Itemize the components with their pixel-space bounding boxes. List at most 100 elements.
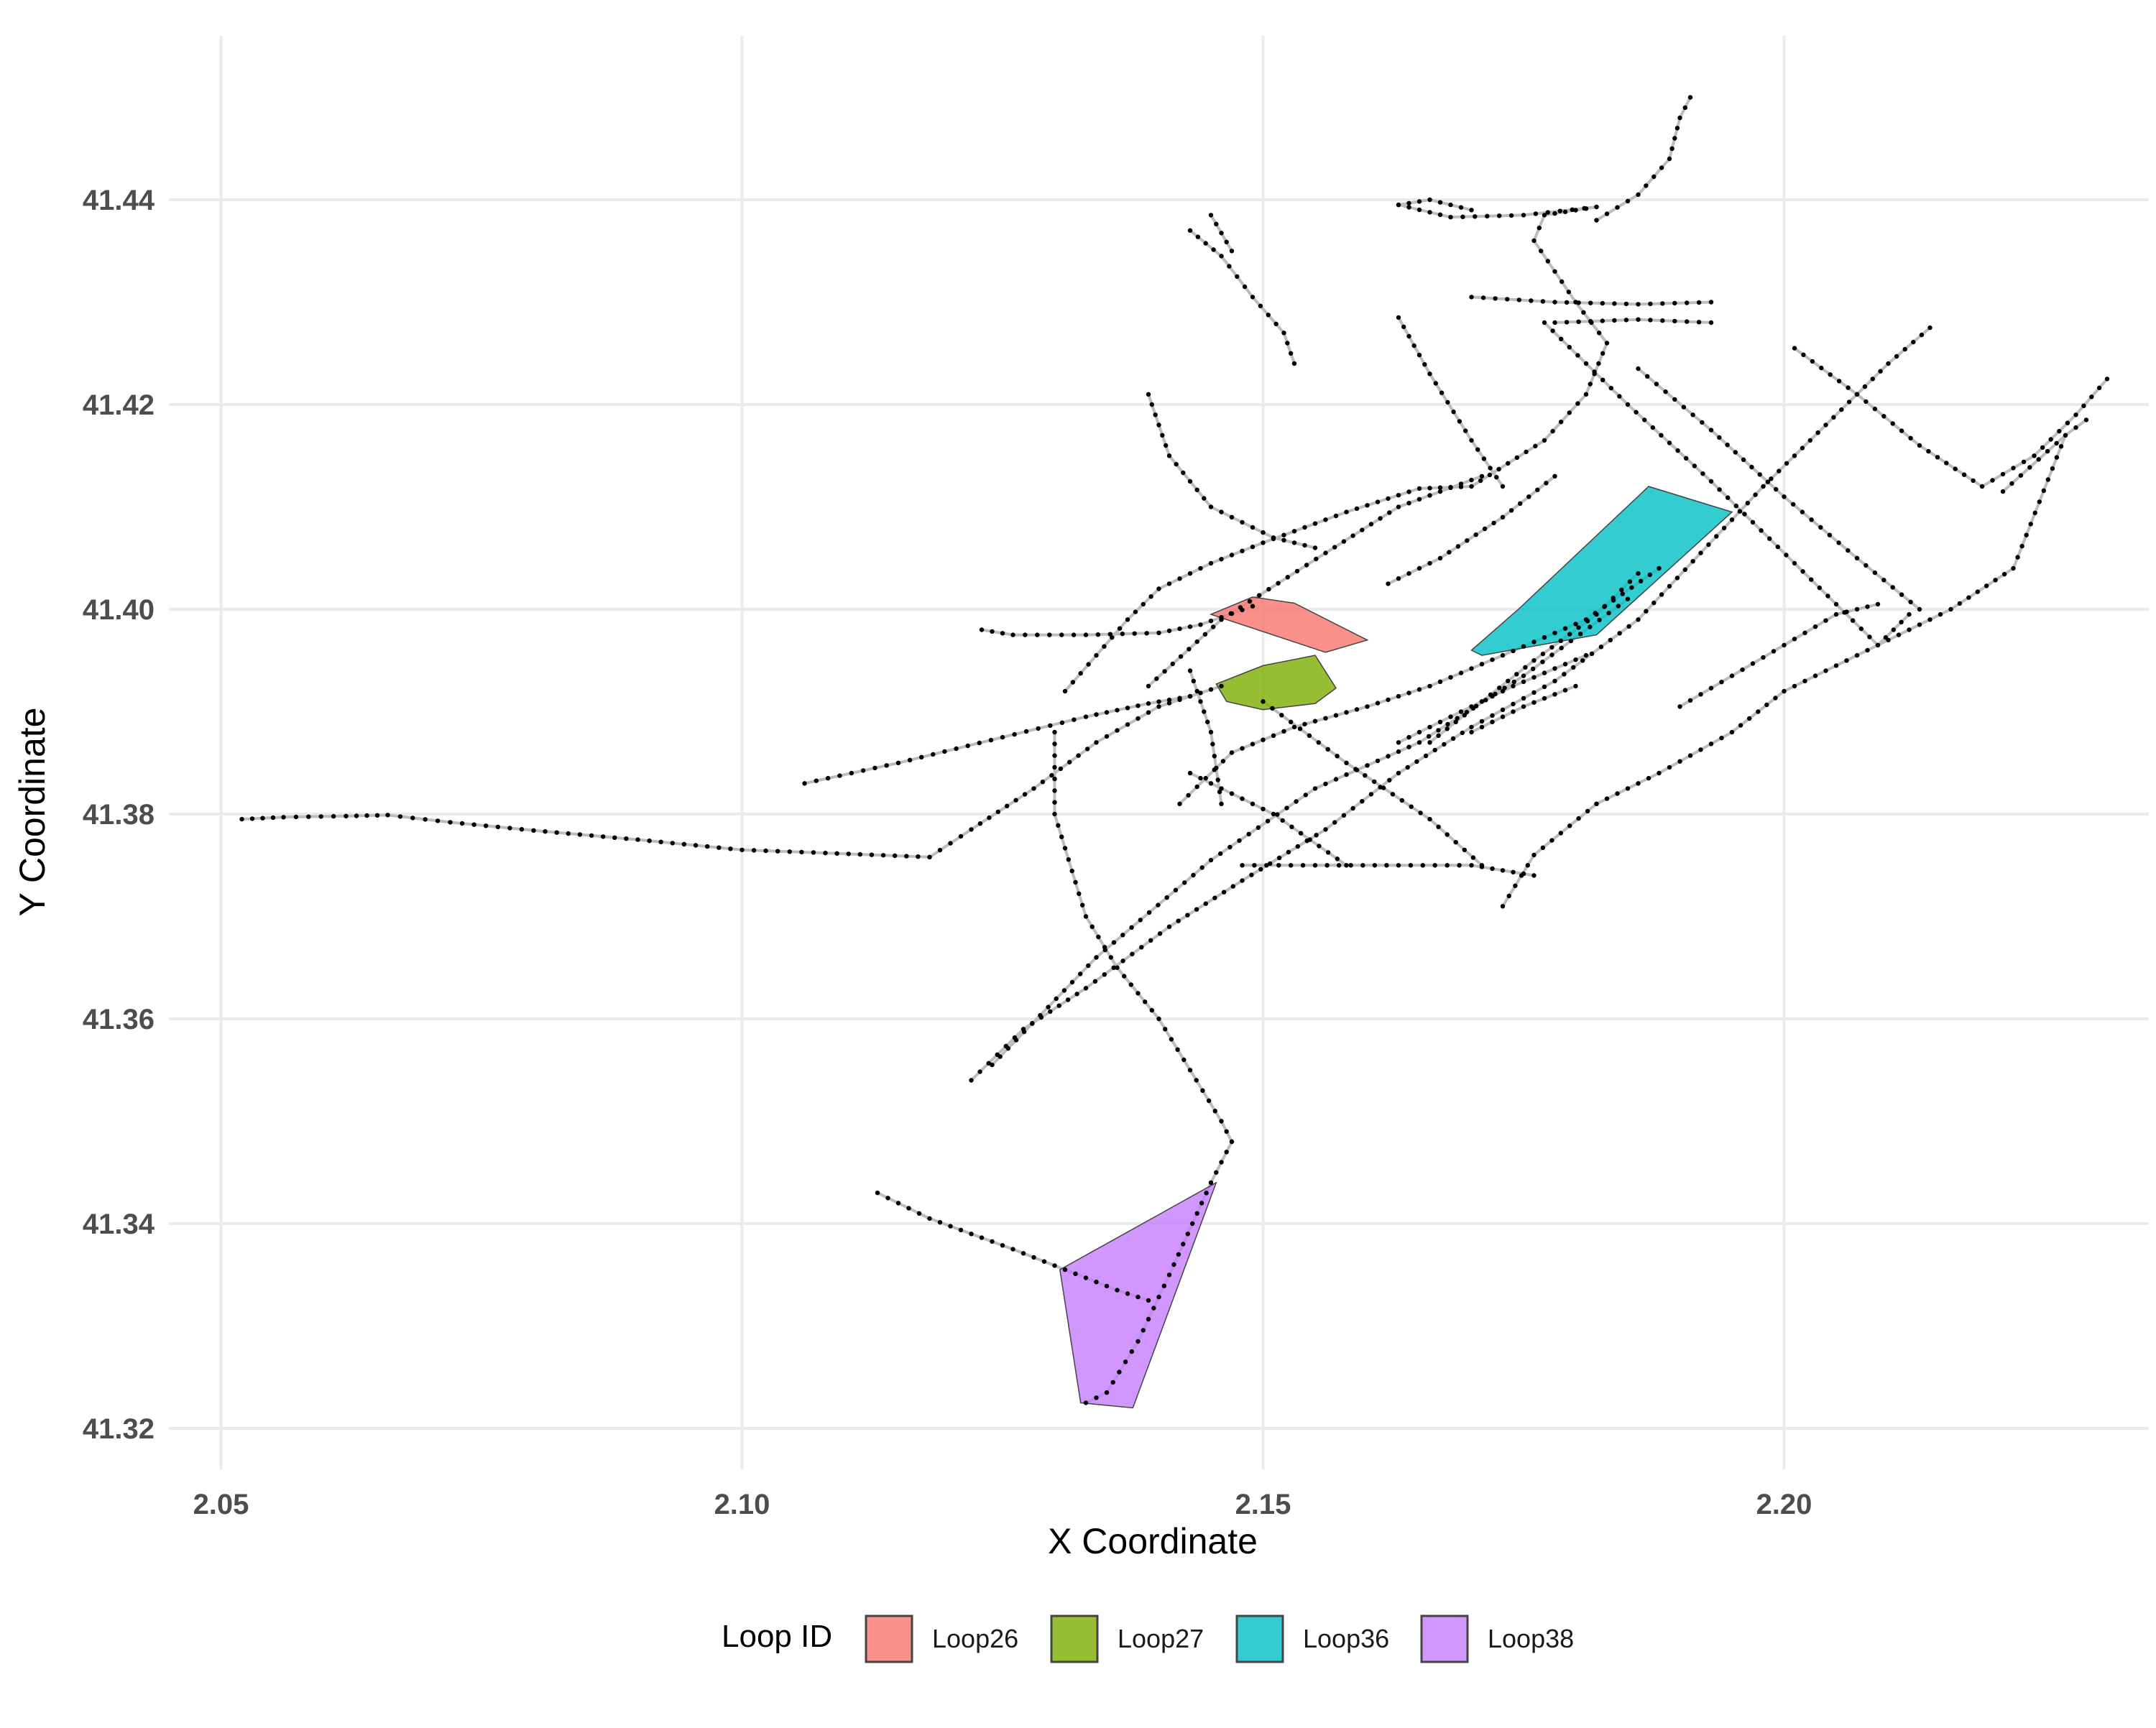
stop-point: [1000, 1243, 1005, 1248]
stop-point: [1926, 448, 1931, 454]
stop-point: [1416, 207, 1422, 213]
stop-point: [1542, 320, 1547, 325]
stop-point: [1396, 693, 1401, 699]
stop-point: [1249, 872, 1254, 877]
stop-point: [1250, 801, 1256, 807]
stop-point: [1458, 205, 1464, 210]
stop-point: [1163, 1027, 1168, 1032]
stop-point: [1185, 912, 1190, 918]
stop-point: [1406, 200, 1411, 205]
stop-point: [927, 1216, 932, 1221]
stop-point: [1203, 775, 1208, 781]
stop-point: [907, 757, 913, 763]
stop-point: [1129, 925, 1134, 930]
stop-point: [1619, 587, 1624, 593]
stop-point: [1612, 301, 1617, 306]
stop-point: [1146, 1298, 1151, 1303]
stop-point: [1406, 570, 1411, 576]
stop-point: [1844, 609, 1849, 614]
stop-point: [1157, 931, 1163, 936]
stop-point: [1700, 420, 1705, 425]
stop-point: [1094, 955, 1099, 960]
stop-point: [1194, 907, 1199, 912]
stop-point: [1094, 1280, 1099, 1285]
legend-item-loop38: Loop38: [1420, 1614, 1574, 1663]
stop-point: [1437, 489, 1443, 494]
stop-point: [1217, 789, 1222, 795]
route-line-0: [241, 813, 930, 859]
stop-point: [1626, 624, 1631, 629]
route-line-24: [1595, 435, 2067, 805]
x-tick-label: 2.20: [1756, 1489, 1812, 1520]
stop-point: [1191, 678, 1197, 683]
stop-point: [1427, 724, 1432, 730]
stop-point: [1432, 747, 1437, 753]
stop-point: [2045, 448, 2050, 454]
stop-point: [1323, 781, 1328, 787]
stop-point: [1886, 637, 1891, 642]
stop-point: [1432, 863, 1437, 868]
stop-point: [566, 831, 571, 836]
stop-point: [1187, 770, 1193, 776]
stop-point: [2063, 433, 2068, 438]
stop-point: [1083, 986, 1089, 991]
stop-point: [1117, 626, 1123, 631]
stop-point: [2000, 489, 2006, 494]
stop-point: [1657, 770, 1662, 776]
stop-point: [1230, 884, 1236, 889]
stop-point: [1531, 658, 1537, 663]
stop-point: [1344, 863, 1349, 868]
stop-point: [1219, 683, 1224, 689]
stop-point: [1437, 485, 1443, 490]
stop-point: [1218, 851, 1223, 856]
stop-point: [1000, 734, 1005, 740]
stop-point: [1576, 300, 1581, 305]
stop-point: [1156, 1016, 1161, 1022]
stop-point: [1508, 213, 1514, 218]
stop-point: [1125, 617, 1130, 622]
route-line-25: [1501, 803, 1598, 907]
stop-point: [2015, 555, 2020, 560]
stop-point: [1792, 346, 1797, 351]
stop-point: [1566, 290, 1571, 295]
stop-point: [1714, 534, 1719, 539]
stop-point: [1749, 464, 1754, 470]
stop-point: [1500, 688, 1506, 694]
stop-point: [1396, 504, 1401, 509]
stop-point: [1250, 544, 1256, 550]
stop-point: [306, 814, 311, 819]
stop-point: [1851, 618, 1856, 623]
stop-point: [1242, 284, 1248, 290]
stop-point: [1644, 609, 1649, 614]
stop-point: [802, 781, 807, 786]
stop-point: [1396, 576, 1401, 581]
stop-point: [990, 1239, 995, 1244]
stop-point: [1052, 776, 1057, 782]
x-tick-label: 2.15: [1235, 1489, 1291, 1520]
stop-point: [1636, 192, 1641, 198]
stop-point: [1708, 479, 1714, 484]
stop-point: [1542, 438, 1547, 443]
stop-point: [471, 822, 476, 827]
stop-point: [1427, 371, 1432, 376]
stop-point: [1740, 667, 1745, 673]
stop-point: [1660, 301, 1665, 306]
stop-point: [1261, 530, 1266, 535]
stop-point: [1021, 1029, 1027, 1035]
stop-point: [2018, 473, 2024, 478]
stop-point: [435, 818, 441, 823]
stop-point: [1416, 740, 1422, 745]
stop-point: [1174, 461, 1179, 467]
stop-point: [1478, 478, 1483, 484]
stop-point: [1580, 658, 1585, 663]
stop-point: [942, 749, 947, 754]
stop-point: [281, 815, 286, 820]
stop-point: [1513, 883, 1518, 889]
stop-point: [1696, 300, 1702, 305]
stop-point: [965, 743, 970, 749]
stop-point: [1386, 754, 1391, 759]
stop-point: [1984, 583, 1989, 588]
stop-point: [1052, 788, 1057, 793]
stop-point: [1212, 754, 1217, 759]
stop-point: [1406, 205, 1411, 210]
